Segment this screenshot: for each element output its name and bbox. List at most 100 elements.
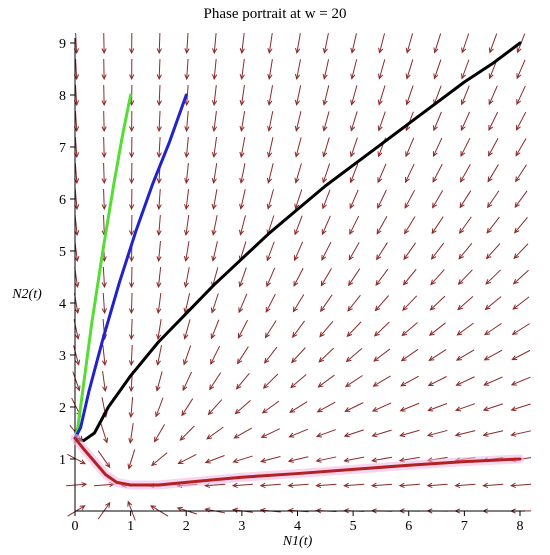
field-arrow: [128, 396, 134, 419]
field-arrow: [457, 269, 473, 286]
field-arrow: [377, 59, 386, 80]
field-arrow: [232, 455, 253, 464]
field-arrow: [515, 111, 527, 131]
field-arrow: [485, 243, 501, 260]
field-arrow: [345, 348, 363, 363]
field-arrow: [321, 241, 332, 261]
field-arrow: [375, 268, 389, 286]
field-arrow: [484, 322, 502, 336]
field-arrow: [321, 189, 331, 210]
field-arrow: [483, 376, 503, 386]
field-arrow: [315, 456, 337, 463]
trajectories: [70, 41, 525, 490]
field-arrow: [184, 110, 190, 133]
field-arrow: [67, 453, 86, 465]
field-arrow: [377, 163, 387, 184]
field-arrow: [179, 425, 195, 441]
field-arrow: [128, 266, 135, 289]
field-arrow: [100, 423, 109, 444]
green-trajectory: [73, 93, 133, 440]
field-arrow: [461, 33, 470, 54]
field-arrow: [101, 58, 107, 81]
field-arrow: [156, 188, 162, 211]
field-arrow: [510, 376, 531, 386]
field-arrow: [488, 33, 498, 54]
field-arrow: [404, 216, 416, 235]
field-arrow: [377, 85, 386, 106]
field-arrow: [399, 429, 420, 438]
field-arrow: [295, 33, 301, 54]
field-arrow: [487, 164, 499, 183]
field-arrow: [376, 242, 388, 261]
field-arrow: [459, 190, 472, 209]
field-arrow: [294, 85, 302, 106]
field-arrow: [511, 349, 531, 361]
field-arrow: [239, 59, 245, 81]
x-tick-label: 1: [127, 519, 134, 534]
field-arrow: [427, 403, 448, 412]
field-arrow: [239, 137, 246, 158]
field-arrow: [184, 136, 190, 159]
field-arrow: [428, 349, 447, 362]
field-arrow: [400, 348, 419, 362]
field-arrow: [266, 267, 276, 288]
field-arrow: [266, 163, 274, 184]
x-axis-label: N1(t): [282, 534, 313, 549]
field-arrow: [267, 59, 273, 81]
field-arrow: [315, 429, 336, 438]
field-arrow: [156, 32, 162, 55]
field-arrow: [350, 111, 358, 132]
field-arrow: [458, 216, 472, 235]
field-arrow: [460, 85, 470, 106]
field-arrow: [315, 482, 337, 489]
field-arrow: [290, 374, 307, 389]
field-arrow: [127, 449, 136, 470]
field-arrow: [294, 137, 302, 158]
field-arrow: [129, 32, 135, 55]
field-arrow: [211, 59, 218, 81]
field-arrow: [488, 137, 499, 157]
field-arrow: [371, 456, 392, 463]
x-tick-label: 0: [72, 519, 79, 534]
field-arrow: [318, 347, 335, 363]
field-arrow: [155, 345, 163, 366]
y-tick-label: 3: [59, 349, 66, 364]
field-arrow: [267, 33, 273, 55]
field-arrow: [401, 322, 418, 337]
field-arrow: [267, 85, 274, 106]
field-arrow: [512, 269, 529, 285]
field-arrow: [348, 242, 360, 261]
field-arrow: [73, 345, 81, 366]
blue-trajectory: [73, 93, 188, 440]
field-arrow: [343, 429, 364, 438]
field-arrow: [239, 163, 246, 184]
field-arrow: [234, 400, 251, 415]
field-arrow: [432, 190, 444, 209]
field-arrow: [430, 269, 445, 286]
x-tick-label: 8: [517, 519, 524, 534]
field-arrow: [206, 426, 224, 440]
field-arrow: [129, 58, 135, 81]
field-arrow: [128, 423, 134, 445]
field-arrow: [239, 33, 245, 55]
field-arrow: [156, 136, 162, 159]
field-arrow: [183, 267, 190, 288]
black-trajectory: [73, 41, 522, 443]
field-arrow: [101, 110, 107, 133]
field-arrow: [260, 428, 281, 438]
field-arrow: [66, 481, 88, 488]
field-arrow: [370, 482, 393, 489]
field-arrow: [239, 85, 245, 107]
field-arrow: [349, 189, 359, 210]
field-arrow: [402, 268, 417, 286]
field-arrow: [482, 403, 503, 412]
field-arrow: [153, 424, 166, 443]
field-arrow: [455, 376, 475, 386]
ticks: 0 1 2 3 4 5 6 7 8 1 2 3 4 5 6 7 8 9: [59, 37, 524, 534]
field-arrow: [263, 346, 278, 364]
field-arrow: [101, 162, 107, 185]
field-arrow: [183, 215, 190, 237]
field-arrow: [514, 190, 528, 209]
field-arrow: [156, 240, 162, 263]
field-arrow: [177, 454, 197, 465]
